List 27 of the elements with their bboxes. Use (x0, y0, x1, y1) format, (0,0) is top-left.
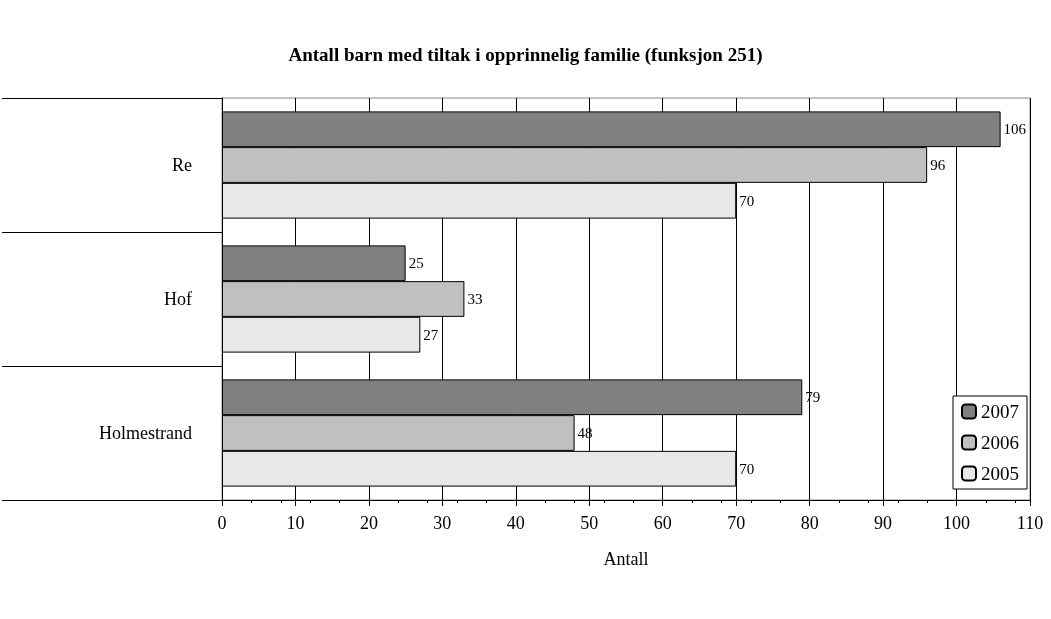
x-tick-label: 40 (506, 513, 525, 533)
y-tick-label: Holmestrand (99, 423, 192, 443)
legend-label: 2005 (981, 463, 1019, 484)
x-tick-label: 80 (800, 513, 819, 533)
legend-label: 2007 (981, 401, 1019, 422)
data-label: 96 (930, 157, 946, 173)
y-tick-label: Hof (164, 289, 192, 309)
x-tick-label: 10 (286, 513, 305, 533)
data-label: 33 (467, 291, 483, 307)
x-tick-label: 100 (943, 513, 971, 533)
x-tick-label: 50 (580, 513, 599, 533)
x-tick-label: 20 (359, 513, 378, 533)
legend-label: 2006 (981, 432, 1019, 453)
chart-title: Antall barn med tiltak i opprinnelig familie (funksjon 251) (288, 44, 763, 66)
data-label: 25 (408, 255, 424, 272)
x-tick-label: 110 (1016, 513, 1044, 533)
x-tick-label: 0 (217, 513, 227, 533)
x-axis-title: Antall (603, 549, 649, 569)
data-label: 70 (739, 460, 755, 477)
data-label: 106 (1003, 121, 1027, 138)
x-tick-label: 30 (433, 513, 452, 533)
data-label: 27 (423, 326, 439, 343)
x-tick-label: 90 (874, 513, 893, 533)
y-tick-label: Re (172, 155, 193, 175)
x-tick-label: 60 (653, 513, 672, 533)
x-tick-label: 70 (727, 513, 746, 533)
data-label: 70 (739, 192, 755, 209)
